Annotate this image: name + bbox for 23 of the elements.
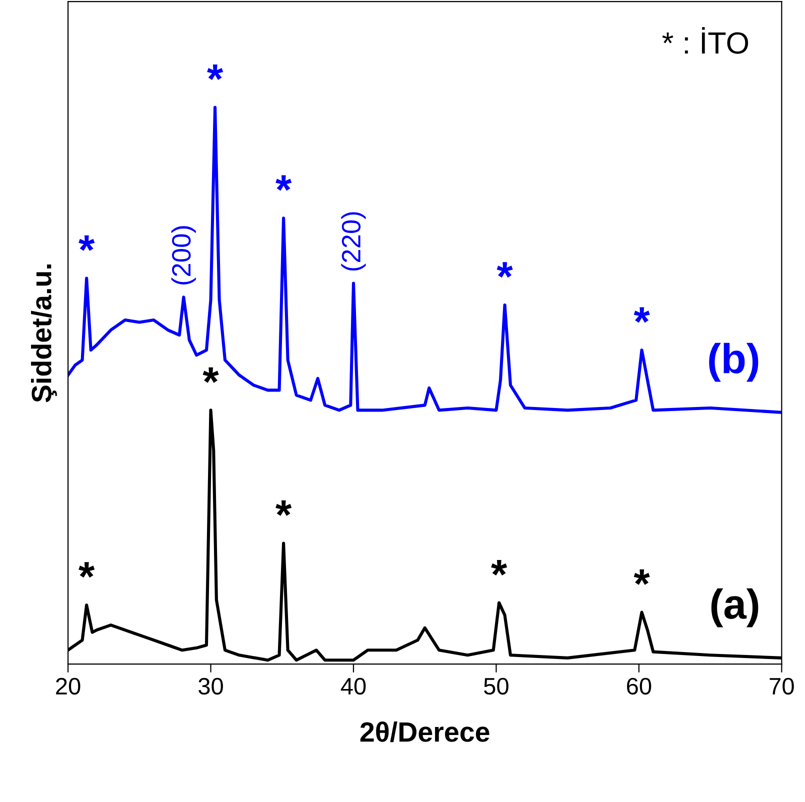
annotation: * [496,262,513,278]
text: * : İTO [662,27,748,54]
x-tick-label: 20 [56,678,80,695]
annotation: * [276,175,292,191]
x-axis-title: 2θ/Derece [360,721,490,742]
x-tick-label: 40 [340,678,366,695]
x-tick-label: 30 [198,678,223,695]
series-label: (b) [709,342,758,382]
x-tick-label: 50 [484,678,508,695]
series-label: (a) [711,588,758,628]
annotation: (200) [171,226,196,284]
annotation: * [78,562,95,578]
annotation: * [78,235,95,251]
annotation: * [634,569,650,585]
y-axis-title: Şiddet/a.u. [31,264,57,402]
annotation: * [276,500,292,516]
annotation: * [207,64,224,80]
annotation: * [491,560,508,576]
annotation: * [202,367,219,383]
annotation: (220) [341,212,366,271]
x-tick-label: 60 [626,678,652,695]
annotation: * [634,307,650,323]
x-tick-label: 70 [770,678,794,695]
